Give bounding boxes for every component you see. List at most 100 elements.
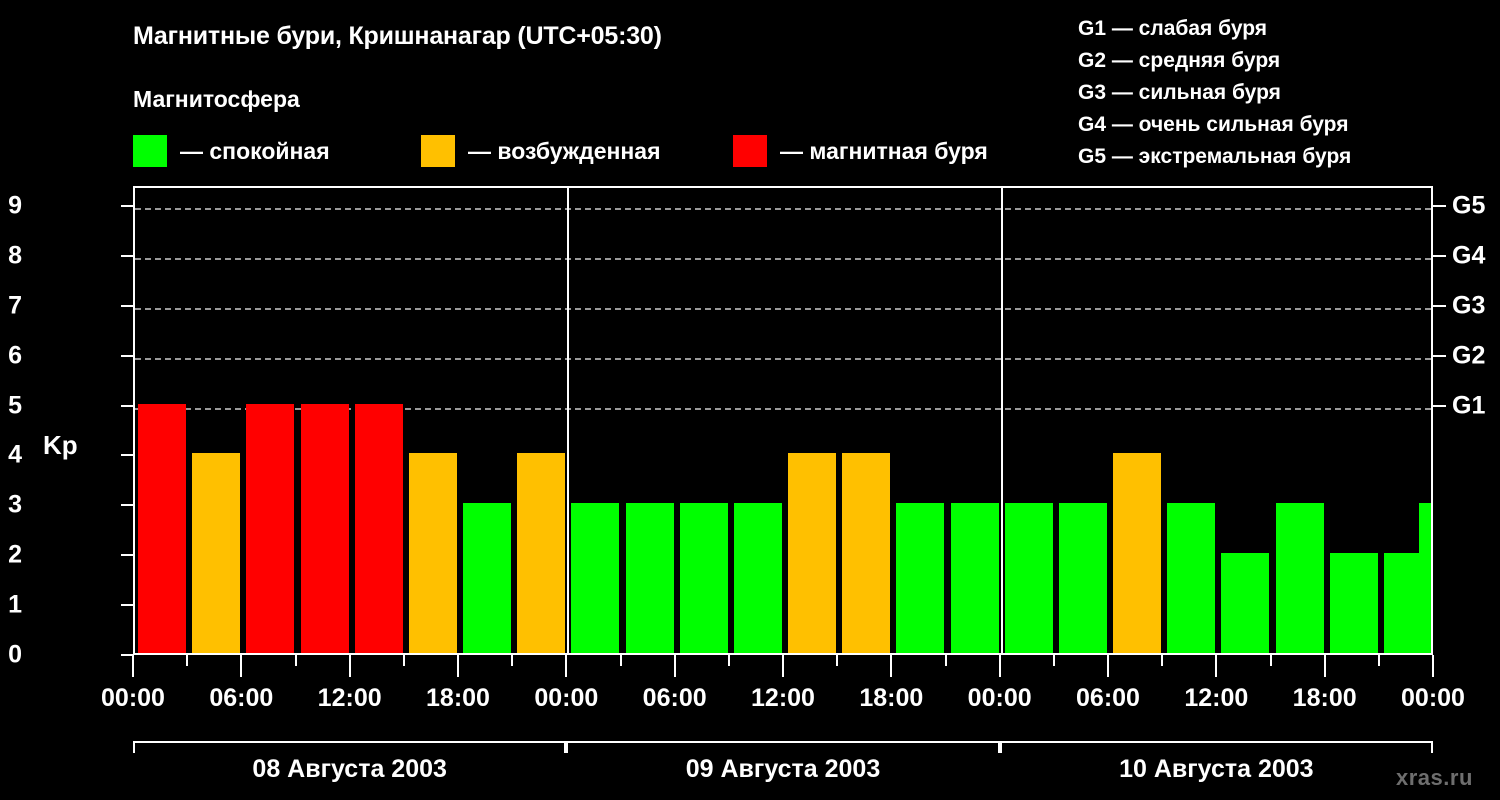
y-tick-label-2: 2 xyxy=(8,540,22,569)
x-tick-major xyxy=(457,655,459,677)
g-tick-mark-G1 xyxy=(1433,404,1446,407)
legend-swatch-unsettled-icon xyxy=(421,135,455,167)
g-tick-mark-G3 xyxy=(1433,304,1446,307)
y-tick-label-1: 1 xyxy=(8,590,22,619)
y-tick-mark-5 xyxy=(121,404,133,407)
x-tick-label: 18:00 xyxy=(859,684,924,712)
legend-entry-unsettled: — возбужденная xyxy=(421,134,661,168)
g-scale-row-3: G3 — сильная буря xyxy=(1078,81,1281,104)
legend-label-unsettled: — возбужденная xyxy=(468,137,661,164)
y-tick-mark-1 xyxy=(121,604,133,607)
x-tick-label: 00:00 xyxy=(967,684,1032,712)
bar xyxy=(950,503,999,653)
watermark: xras.ru xyxy=(1396,765,1473,790)
g-tick-mark-G4 xyxy=(1433,254,1446,257)
g-tick-label-G2: G2 xyxy=(1452,341,1486,370)
magnetosphere-heading: Магнитосфера xyxy=(133,86,300,112)
x-tick-minor xyxy=(727,655,730,666)
bar xyxy=(517,453,566,653)
g-tick-mark-G5 xyxy=(1433,204,1446,207)
bar xyxy=(1004,503,1053,653)
legend-swatch-storm-icon xyxy=(733,135,767,167)
x-tick-major xyxy=(782,655,784,677)
g-scale-row-1: G1 — слабая буря xyxy=(1078,17,1268,40)
bar xyxy=(1221,553,1270,653)
bar xyxy=(1167,503,1216,653)
bar xyxy=(842,453,891,653)
bar xyxy=(625,503,674,653)
date-label-2: 09 Августа 2003 xyxy=(685,755,881,783)
gridline-kp-9 xyxy=(135,207,1431,210)
y-tick-mark-8 xyxy=(121,254,133,257)
x-tick-major xyxy=(1323,655,1326,677)
bar xyxy=(246,403,295,653)
x-tick-label: 06:00 xyxy=(1076,684,1140,712)
bar xyxy=(138,403,187,653)
x-tick-label: 00:00 xyxy=(101,684,165,712)
y-tick-label-9: 9 xyxy=(8,191,22,220)
x-tick-label: 12:00 xyxy=(1184,684,1249,712)
gridline-kp-6 xyxy=(135,357,1431,360)
x-tick-minor xyxy=(186,655,189,666)
x-tick-minor xyxy=(619,655,622,666)
y-tick-mark-7 xyxy=(121,304,133,307)
x-tick-minor xyxy=(1161,655,1164,666)
x-tick-major xyxy=(565,655,568,677)
g-tick-label-G4: G4 xyxy=(1452,241,1486,270)
g-tick-mark-G2 xyxy=(1433,354,1446,357)
bar xyxy=(896,503,945,653)
x-tick-major xyxy=(240,655,243,677)
y-tick-label-6: 6 xyxy=(8,341,22,370)
y-tick-label-7: 7 xyxy=(8,291,22,320)
x-tick-minor xyxy=(836,655,839,666)
x-tick-label: 06:00 xyxy=(642,684,707,712)
x-tick-label: 00:00 xyxy=(1401,684,1465,712)
plot-area xyxy=(133,186,1433,655)
gridline-kp-5 xyxy=(135,407,1431,410)
date-bracket-3 xyxy=(999,741,1433,753)
date-label-1: 08 Августа 2003 xyxy=(252,755,447,783)
g-tick-label-G5: G5 xyxy=(1452,191,1486,220)
date-label-3: 10 Августа 2003 xyxy=(1119,755,1314,783)
y-tick-label-5: 5 xyxy=(8,391,22,420)
date-bracket-2 xyxy=(566,741,1000,753)
gridline-kp-7 xyxy=(135,307,1431,310)
bar xyxy=(1329,553,1378,653)
x-tick-label: 00:00 xyxy=(534,684,599,712)
y-tick-label-8: 8 xyxy=(8,241,22,270)
g-tick-label-G1: G1 xyxy=(1452,391,1486,420)
bar xyxy=(788,453,837,653)
x-tick-minor xyxy=(1052,655,1055,666)
y-tick-mark-9 xyxy=(121,204,133,207)
x-tick-major xyxy=(1107,655,1109,677)
bar xyxy=(1113,453,1162,653)
legend-label-storm: — магнитная буря xyxy=(780,137,988,164)
x-tick-minor xyxy=(1377,655,1380,666)
y-tick-label-4: 4 xyxy=(8,440,22,469)
bar xyxy=(1275,503,1324,653)
x-tick-minor xyxy=(511,655,514,666)
y-tick-mark-3 xyxy=(121,504,133,507)
day-divider-2 xyxy=(1000,188,1003,653)
x-tick-minor xyxy=(944,655,947,666)
x-tick-minor xyxy=(294,655,297,666)
bar xyxy=(463,503,512,653)
x-tick-label: 06:00 xyxy=(209,684,274,712)
bar xyxy=(192,453,241,653)
x-tick-minor xyxy=(402,655,405,666)
bar xyxy=(733,503,782,653)
bar xyxy=(354,403,403,653)
legend-entry-storm: — магнитная буря xyxy=(733,134,988,168)
x-tick-label: 18:00 xyxy=(426,684,490,712)
g-scale-row-5: G5 — экстремальная буря xyxy=(1078,145,1352,168)
y-tick-label-0: 0 xyxy=(8,640,22,669)
bar xyxy=(1058,503,1107,653)
day-divider-1 xyxy=(567,188,570,653)
x-tick-minor xyxy=(1269,655,1272,666)
y-tick-mark-0 xyxy=(121,654,133,656)
g-tick-label-G3: G3 xyxy=(1452,291,1486,320)
x-tick-major xyxy=(998,655,1001,677)
g-scale-row-4: G4 — очень сильная буря xyxy=(1078,113,1349,136)
y-tick-mark-6 xyxy=(121,354,133,357)
bar xyxy=(571,503,620,653)
